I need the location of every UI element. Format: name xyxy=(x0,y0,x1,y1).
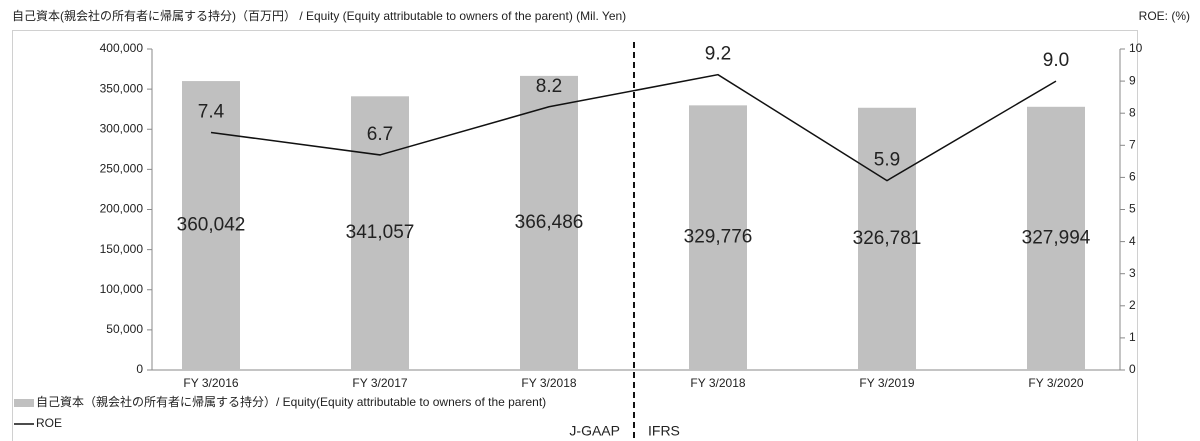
x-tick-label: FY 3/2017 xyxy=(352,376,407,390)
value-label: 329,776 xyxy=(684,227,753,248)
x-tick-label: FY 3/2019 xyxy=(859,376,914,390)
y2-tick-label: 2 xyxy=(1129,298,1136,312)
bar xyxy=(351,96,409,370)
y-tick-label: 150,000 xyxy=(100,242,144,256)
value-label: 326,781 xyxy=(853,228,922,249)
value-label: 5.9 xyxy=(874,150,900,171)
legend-label: 自己資本（親会社の所有者に帰属する持分）/ Equity(Equity attr… xyxy=(36,394,546,409)
line xyxy=(210,73,1057,182)
annotation: IFRS xyxy=(648,423,680,439)
value-label: 7.4 xyxy=(198,101,225,122)
value-label: 9.2 xyxy=(705,44,731,65)
bar xyxy=(858,107,916,371)
y2-tick-label: 5 xyxy=(1129,202,1136,216)
y-tick-label: 350,000 xyxy=(100,81,144,95)
y-tick-label: 400,000 xyxy=(100,41,144,55)
y-tick-label: 50,000 xyxy=(106,322,143,336)
y2-tick-label: 10 xyxy=(1129,41,1143,55)
value-label: 327,994 xyxy=(1022,227,1091,248)
bar xyxy=(689,105,747,370)
annotation: J-GAAP xyxy=(569,423,620,439)
y-tick-label: 300,000 xyxy=(100,121,144,135)
value-label: 6.7 xyxy=(367,124,393,145)
y-tick-label: 250,000 xyxy=(100,162,144,176)
y2-tick-label: 1 xyxy=(1129,330,1136,344)
bar xyxy=(520,75,578,370)
value-label: 341,057 xyxy=(346,222,415,243)
y-tick-label: 200,000 xyxy=(100,202,144,216)
y2-tick-label: 3 xyxy=(1129,266,1136,280)
x-tick-label: FY 3/2018 xyxy=(690,376,745,390)
y2-tick-label: 8 xyxy=(1129,105,1136,119)
y-tick-label: 0 xyxy=(136,362,143,376)
y2-tick-label: 7 xyxy=(1129,137,1136,151)
y2-tick-label: 0 xyxy=(1129,362,1136,376)
value-label: 9.0 xyxy=(1043,50,1069,71)
y2-axis-label: ROE: (%) xyxy=(1139,9,1190,23)
y-tick-label: 100,000 xyxy=(100,282,144,296)
legend-label: ROE xyxy=(36,416,62,430)
x-tick-label: FY 3/2018 xyxy=(521,376,576,390)
x-tick-label: FY 3/2016 xyxy=(183,376,238,390)
y2-tick-label: 6 xyxy=(1129,170,1136,184)
chart-title: 自己資本(親会社の所有者に帰属する持分)（百万円） / Equity (Equi… xyxy=(12,8,626,23)
value-label: 360,042 xyxy=(177,215,246,236)
value-label: 8.2 xyxy=(536,76,562,97)
y2-tick-label: 4 xyxy=(1129,234,1136,248)
value-label: 366,486 xyxy=(515,212,584,233)
y2-tick-label: 9 xyxy=(1129,73,1136,87)
chart-frame xyxy=(12,30,1138,441)
bar xyxy=(182,81,240,371)
bar xyxy=(1027,106,1085,370)
legend-swatch xyxy=(14,399,34,407)
x-tick-label: FY 3/2020 xyxy=(1028,376,1083,390)
